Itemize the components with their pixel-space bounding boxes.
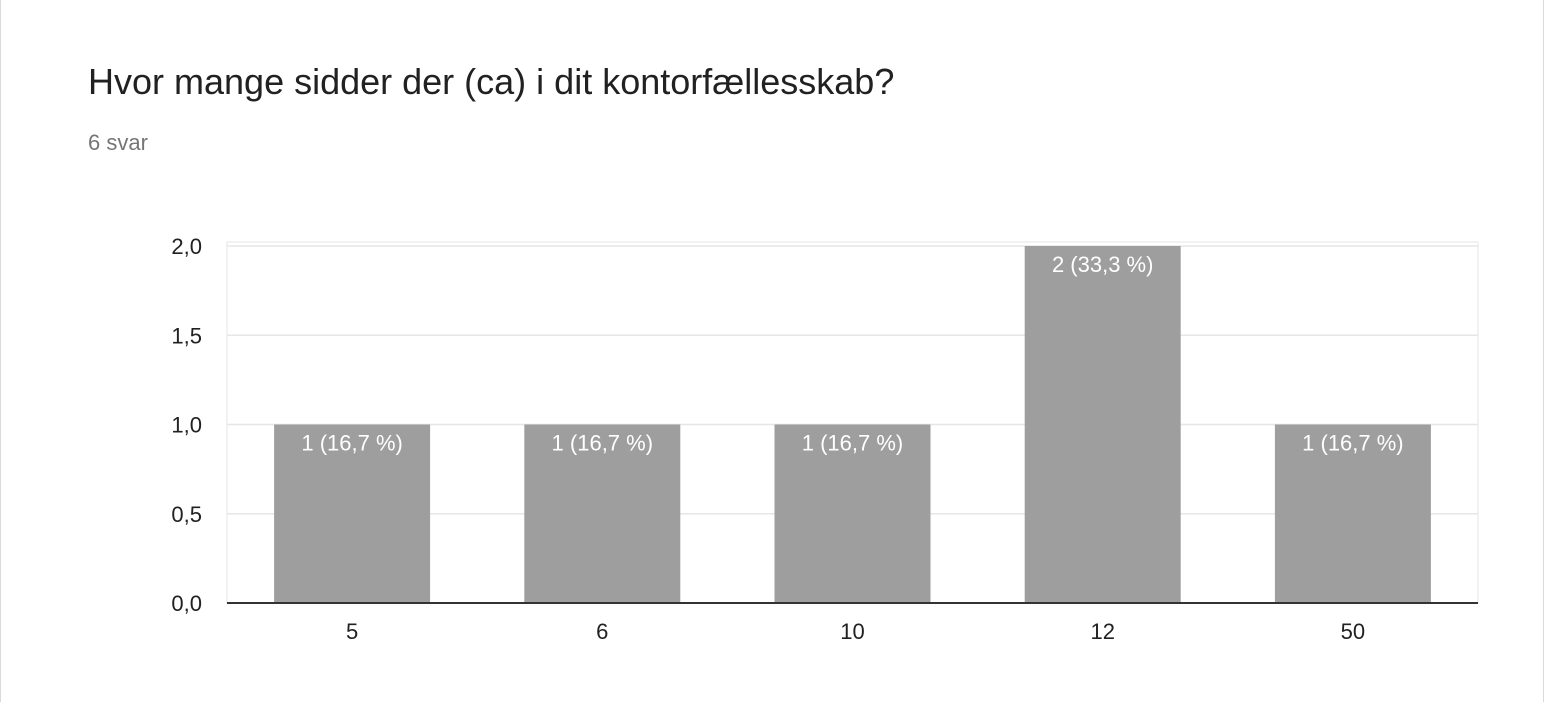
x-tick-label: 5 — [346, 619, 358, 644]
y-tick-label: 0,5 — [171, 502, 202, 527]
bar-data-label: 1 (16,7 %) — [301, 431, 403, 456]
bar-data-label: 2 (33,3 %) — [1052, 252, 1154, 277]
y-tick-label: 2,0 — [171, 234, 202, 259]
bar — [1024, 246, 1181, 603]
x-tick-label: 6 — [596, 619, 608, 644]
response-count: 6 svar — [88, 130, 148, 155]
bar-data-label: 1 (16,7 %) — [552, 431, 654, 456]
bar — [524, 424, 681, 603]
question-title: Hvor mange sidder der (ca) i dit kontorf… — [88, 61, 895, 102]
x-tick-label: 50 — [1341, 619, 1365, 644]
x-tick-label: 12 — [1090, 619, 1114, 644]
bar-data-label: 1 (16,7 %) — [1302, 431, 1404, 456]
bar-data-label: 1 (16,7 %) — [802, 431, 904, 456]
bar — [1274, 424, 1431, 603]
y-tick-label: 1,0 — [171, 413, 202, 438]
bar — [274, 424, 431, 603]
y-tick-label: 0,0 — [171, 591, 202, 616]
y-tick-label: 1,5 — [171, 323, 202, 348]
x-tick-label: 10 — [840, 619, 864, 644]
bar — [774, 424, 931, 603]
